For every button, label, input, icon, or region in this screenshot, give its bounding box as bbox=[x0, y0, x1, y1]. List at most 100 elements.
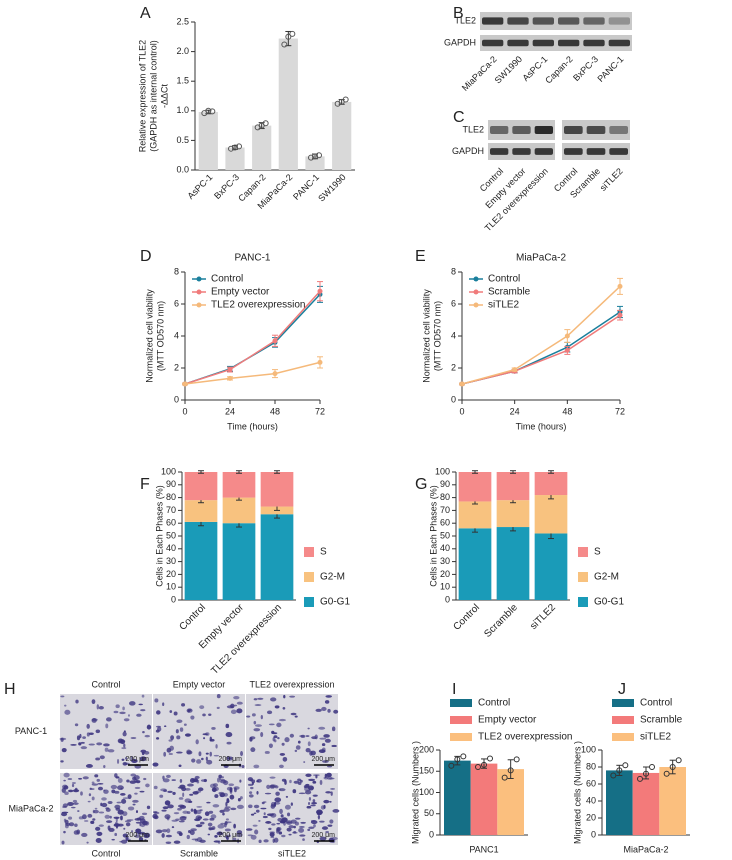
cell bbox=[284, 779, 287, 785]
data-point bbox=[487, 755, 493, 762]
legend-label: Control bbox=[478, 698, 510, 709]
y-tick-label: 60 bbox=[166, 518, 176, 528]
series-line bbox=[461, 311, 621, 385]
cell bbox=[250, 834, 257, 840]
cell bbox=[123, 827, 126, 830]
cell bbox=[281, 834, 286, 838]
bar-segment bbox=[458, 472, 492, 502]
cell bbox=[77, 810, 80, 812]
data-point bbox=[285, 33, 292, 40]
cell bbox=[219, 809, 225, 813]
data-point bbox=[481, 761, 487, 768]
bar-segment bbox=[458, 528, 492, 600]
cell bbox=[95, 837, 102, 844]
blot-strip bbox=[480, 35, 632, 51]
blot-band bbox=[534, 148, 553, 155]
cell bbox=[234, 787, 237, 793]
cell bbox=[116, 759, 120, 764]
cell bbox=[94, 807, 98, 810]
cell bbox=[289, 733, 295, 738]
cell bbox=[325, 830, 330, 834]
cell bbox=[263, 801, 267, 803]
cell bbox=[228, 834, 231, 838]
data-point bbox=[182, 381, 188, 387]
cell bbox=[120, 815, 123, 821]
cell bbox=[248, 794, 254, 798]
y-tick-label: 100 bbox=[581, 744, 596, 754]
cell bbox=[293, 780, 300, 784]
cell bbox=[81, 832, 88, 837]
legend-label: S bbox=[320, 547, 327, 558]
cell bbox=[121, 747, 127, 750]
bar bbox=[278, 38, 298, 170]
y-tick-label: 50 bbox=[166, 530, 176, 540]
y-tick-label: 150 bbox=[419, 766, 434, 776]
cell bbox=[68, 822, 75, 827]
cell bbox=[251, 713, 256, 717]
cell bbox=[144, 751, 150, 755]
cell bbox=[143, 834, 150, 839]
cell bbox=[86, 723, 90, 729]
data-point bbox=[512, 367, 518, 373]
blot-band bbox=[608, 39, 630, 47]
cell bbox=[233, 704, 238, 707]
cell bbox=[194, 775, 200, 780]
cell bbox=[132, 803, 136, 806]
cell bbox=[177, 807, 182, 811]
cell bbox=[145, 783, 150, 788]
cell bbox=[113, 710, 119, 714]
cell bbox=[199, 705, 205, 710]
cell bbox=[279, 808, 283, 814]
data-point bbox=[342, 96, 349, 103]
data-point bbox=[272, 371, 278, 377]
cell bbox=[138, 703, 143, 706]
data-point bbox=[643, 770, 649, 777]
cell bbox=[190, 808, 194, 812]
cell bbox=[252, 824, 258, 827]
cell bbox=[194, 818, 201, 822]
bar-segment bbox=[458, 501, 492, 529]
bar bbox=[606, 770, 633, 835]
row-label: MiaPaCa-2 bbox=[8, 803, 53, 813]
cell bbox=[239, 779, 242, 783]
cell bbox=[71, 783, 75, 788]
cell bbox=[64, 791, 69, 796]
cell bbox=[96, 778, 101, 782]
bar-segment bbox=[496, 472, 530, 501]
cell bbox=[321, 747, 326, 752]
x-tick-label: 72 bbox=[615, 406, 625, 416]
cell bbox=[253, 804, 260, 809]
cell bbox=[196, 759, 202, 764]
legend-label: G2-M bbox=[594, 572, 619, 583]
cell bbox=[319, 820, 325, 823]
cell bbox=[249, 736, 256, 740]
bar bbox=[659, 767, 686, 835]
cell bbox=[317, 815, 321, 820]
data-point bbox=[460, 753, 467, 760]
cell bbox=[247, 783, 254, 786]
bar-segment bbox=[534, 472, 568, 496]
lane-label: BxPC-3 bbox=[571, 54, 600, 83]
cell bbox=[123, 743, 126, 748]
cell bbox=[190, 715, 195, 720]
cell bbox=[321, 706, 327, 712]
cell bbox=[264, 792, 272, 795]
y-axis-label: (GAPDH as internal control) bbox=[148, 40, 158, 152]
legend-label: siTLE2 bbox=[640, 732, 672, 743]
cell bbox=[157, 726, 162, 732]
cell bbox=[183, 723, 187, 726]
micrograph bbox=[246, 694, 338, 769]
cell bbox=[218, 831, 222, 835]
panel-label: H bbox=[4, 681, 16, 698]
cell bbox=[64, 704, 67, 707]
cell bbox=[121, 798, 127, 804]
cell bbox=[141, 694, 145, 698]
cell bbox=[321, 826, 329, 830]
blot-band bbox=[534, 126, 553, 134]
cell bbox=[284, 804, 291, 810]
cell bbox=[285, 795, 289, 798]
cell bbox=[256, 780, 260, 783]
cell bbox=[152, 762, 159, 767]
cell bbox=[130, 773, 137, 777]
cell bbox=[153, 785, 158, 790]
